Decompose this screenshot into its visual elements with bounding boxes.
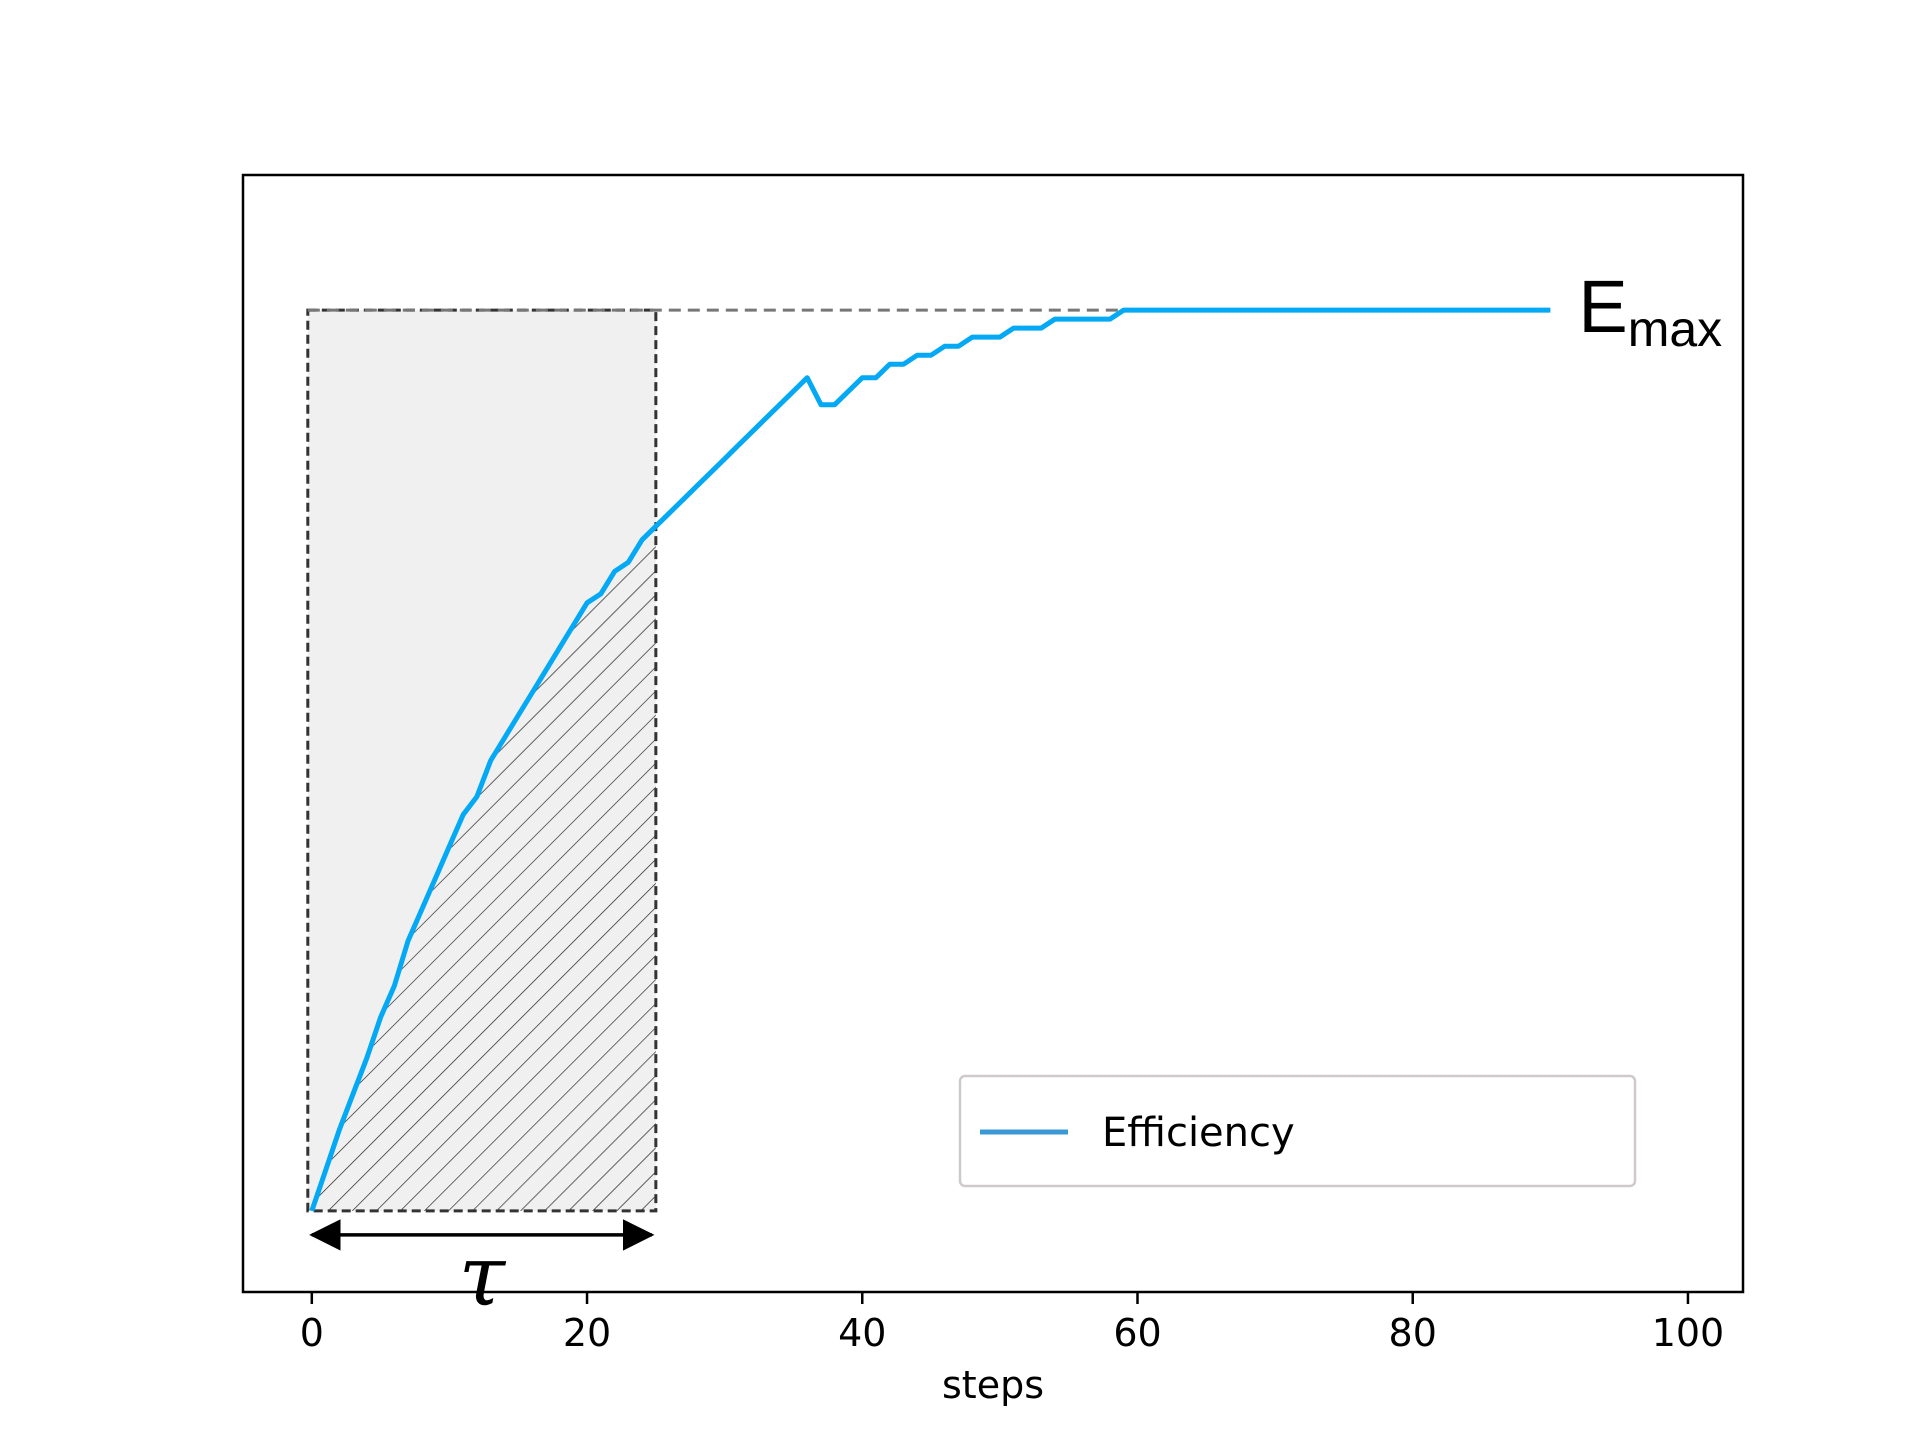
emax-subscript: max [1628, 301, 1722, 357]
x-tick-label-0: 0 [300, 1311, 324, 1355]
x-tick-label-20: 20 [563, 1311, 611, 1355]
x-tick-label-40: 40 [838, 1311, 886, 1355]
emax-main-text: E [1578, 265, 1627, 348]
efficiency-series-line [309, 307, 1551, 1212]
x-axis-label: steps [942, 1363, 1044, 1407]
legend: Efficiency [958, 1074, 1637, 1188]
tau-annotation: τ [459, 1227, 507, 1325]
legend-box [958, 1074, 1637, 1188]
x-tick-label-80: 80 [1389, 1311, 1437, 1355]
x-axis-ticks: 0 20 40 60 80 100 [300, 1292, 1725, 1355]
area-under-curve-hatch [311, 526, 656, 1211]
x-tick-label-100: 100 [1652, 1311, 1725, 1355]
plot-frame [241, 173, 1745, 1294]
x-tick-label-60: 60 [1113, 1311, 1161, 1355]
legend-label-efficiency: Efficiency [1102, 1110, 1295, 1156]
emax-annotation: Emax [1578, 265, 1722, 357]
